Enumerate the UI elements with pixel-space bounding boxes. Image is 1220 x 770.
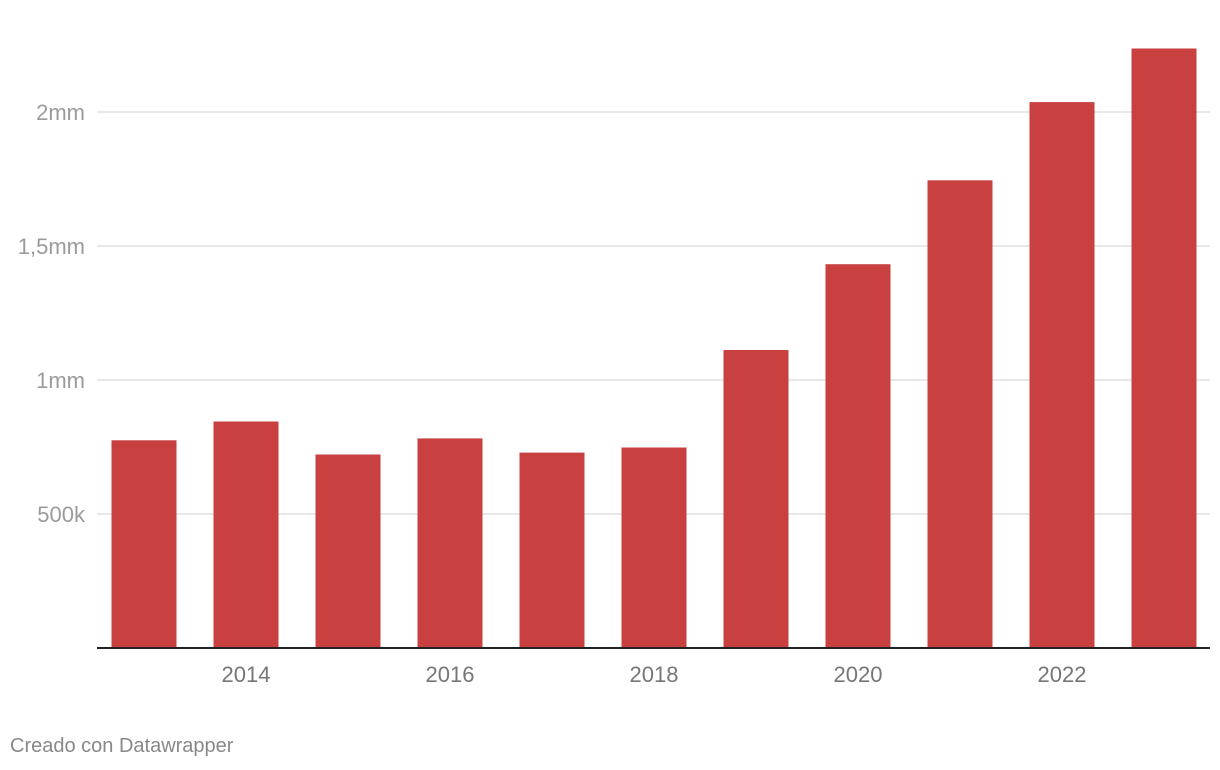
x-tick-label: 2020 <box>834 662 883 687</box>
x-tick-label: 2014 <box>222 662 271 687</box>
x-tick-label: 2022 <box>1038 662 1087 687</box>
x-axis-tick-labels: 2014 2016 2018 2020 2022 <box>222 662 1087 687</box>
bar-2015 <box>315 454 381 648</box>
bars <box>111 48 1197 649</box>
y-tick-label: 1mm <box>36 368 85 393</box>
y-tick-label: 500k <box>37 502 86 527</box>
bar-2014 <box>213 421 279 648</box>
bar-2021 <box>927 180 993 649</box>
bar-2019 <box>723 350 789 648</box>
bar-chart: 500k 1mm 1,5mm 2mm 2014 2016 2018 2020 2022 <box>18 48 1210 687</box>
bar-2023 <box>1131 48 1197 648</box>
bar-2018 <box>621 447 687 648</box>
y-tick-label: 1,5mm <box>18 234 85 259</box>
x-tick-label: 2016 <box>426 662 475 687</box>
bar-2017 <box>519 452 585 648</box>
bar-2013 <box>111 440 177 648</box>
bar-2020 <box>825 264 891 648</box>
footer-credit: Creado con Datawrapper <box>10 735 234 757</box>
y-axis-tick-labels: 500k 1mm 1,5mm 2mm <box>18 100 86 527</box>
bar-2016 <box>417 438 483 648</box>
x-tick-label: 2018 <box>630 662 679 687</box>
bar-2022 <box>1029 102 1095 649</box>
y-tick-label: 2mm <box>36 100 85 125</box>
